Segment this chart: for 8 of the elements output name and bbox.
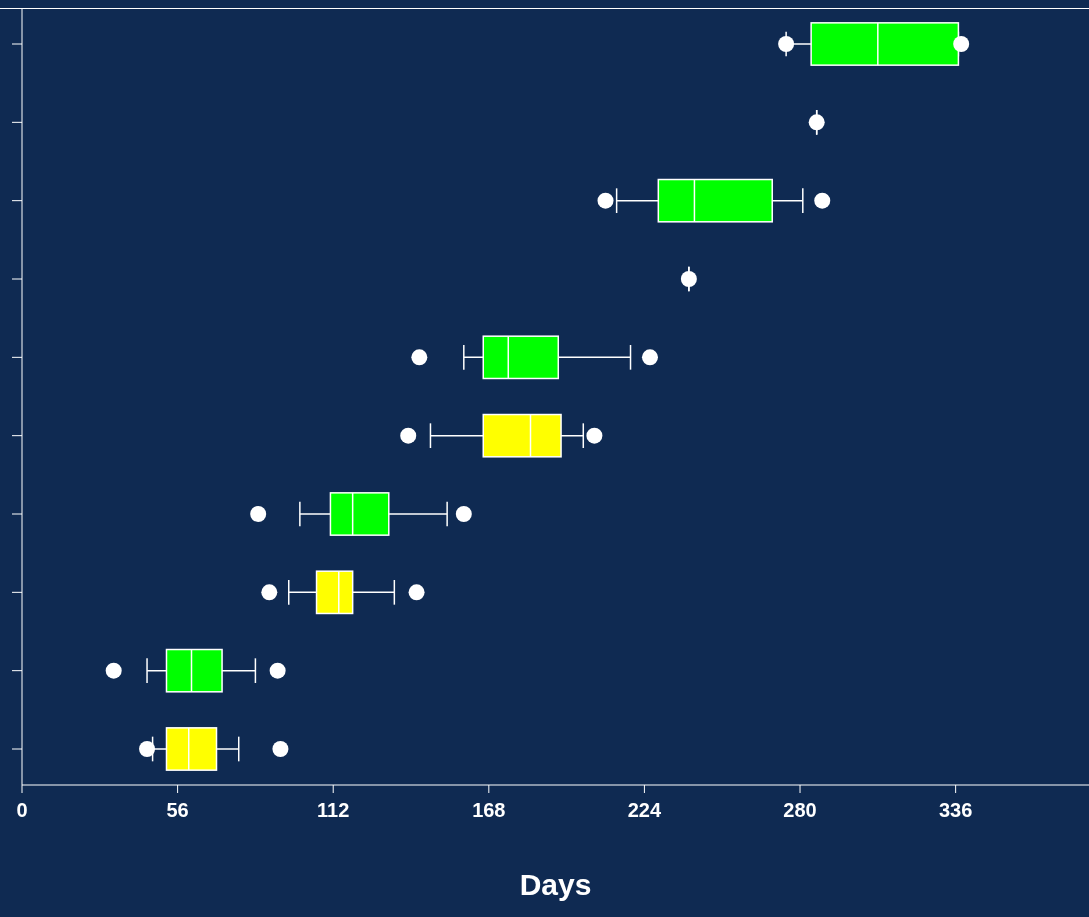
x-tick-label: 280 — [783, 799, 817, 822]
x-axis-title: Days — [519, 868, 592, 901]
x-tick-label: 168 — [472, 799, 506, 822]
x-tick-label: 224 — [627, 799, 662, 822]
x-tick-label: 56 — [166, 799, 189, 822]
x-tick-label: 336 — [938, 799, 973, 822]
x-tick-label: 0 — [16, 799, 28, 822]
x-tick-label: 112 — [317, 799, 350, 822]
